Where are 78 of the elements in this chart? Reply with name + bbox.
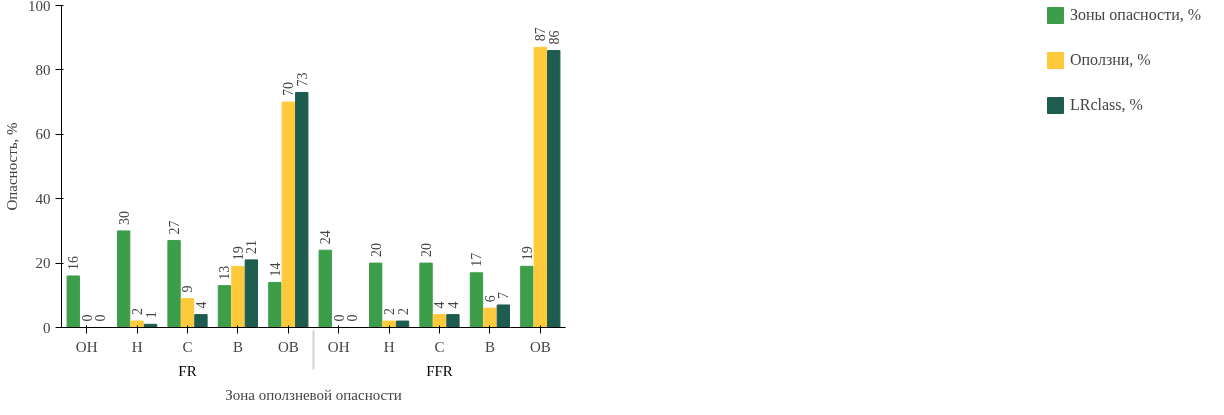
data-label: 70 — [281, 82, 297, 97]
bar — [66, 275, 80, 328]
legend-label: LRclass, % — [1070, 96, 1144, 114]
data-label: 17 — [469, 252, 485, 267]
y-axis-title: Опасность, % — [4, 122, 20, 211]
x-tick-label: С — [182, 338, 193, 355]
y-tick-label: 100 — [28, 0, 51, 14]
data-label: 7 — [496, 291, 512, 299]
bar — [231, 265, 245, 328]
x-axis-title: Зона оползневой опасности — [225, 386, 402, 403]
data-label: 0 — [93, 314, 109, 322]
legend-label: Оползни, % — [1070, 51, 1152, 69]
bar — [446, 314, 460, 328]
bar — [116, 230, 131, 328]
data-label: 21 — [244, 239, 260, 254]
y-tick-label: 60 — [35, 126, 51, 143]
data-label: 13 — [217, 265, 233, 280]
bar — [382, 320, 396, 328]
bar — [268, 281, 282, 328]
data-label: 4 — [432, 301, 448, 309]
bar — [547, 50, 561, 328]
x-tick-label: В — [232, 338, 243, 355]
data-label: 2 — [130, 308, 146, 316]
bar — [244, 259, 259, 328]
bar — [318, 249, 332, 328]
data-label: 4 — [445, 301, 461, 309]
data-label: 73 — [294, 72, 310, 87]
bar — [217, 285, 232, 328]
y-tick-label: 0 — [43, 319, 51, 336]
data-label: 1 — [143, 311, 159, 319]
data-label: 27 — [167, 220, 183, 235]
y-tick-label: 20 — [35, 255, 51, 272]
data-label: 9 — [180, 285, 196, 293]
bar — [419, 262, 433, 328]
y-tick-label: 40 — [35, 190, 51, 207]
data-label: 20 — [368, 243, 384, 258]
data-label: 0 — [345, 314, 361, 322]
data-label: 87 — [533, 27, 549, 42]
data-label: 86 — [546, 30, 562, 45]
data-label: 14 — [267, 262, 283, 277]
bar — [194, 314, 208, 328]
x-tick-label: ОВ — [277, 338, 299, 355]
bar — [295, 91, 309, 328]
x-tick-label: ОН — [75, 338, 98, 355]
data-label: 4 — [193, 301, 209, 309]
bar — [483, 307, 497, 328]
data-label: 0 — [79, 314, 95, 322]
text: FR — [178, 362, 197, 379]
bar — [130, 320, 144, 328]
data-label: 19 — [519, 246, 535, 261]
bar — [368, 262, 383, 328]
text: FFR — [426, 362, 453, 379]
data-label: 24 — [318, 230, 334, 245]
data-label: 6 — [482, 295, 498, 303]
bar — [496, 304, 511, 328]
data-label: 19 — [230, 246, 246, 261]
bar — [180, 298, 195, 328]
x-tick-label: Н — [383, 338, 395, 355]
bar — [520, 265, 534, 328]
data-label: 2 — [382, 308, 398, 316]
data-label: 16 — [66, 255, 82, 270]
bar — [432, 314, 447, 328]
bar — [395, 320, 410, 328]
bar — [533, 46, 547, 328]
x-tick-label: В — [484, 338, 495, 355]
bar — [167, 240, 181, 328]
x-tick-label: Н — [131, 338, 143, 355]
data-label: 2 — [395, 308, 411, 316]
x-tick-label: С — [434, 338, 445, 355]
data-label: 20 — [419, 243, 435, 258]
legend-label: Зоны опасности, % — [1070, 6, 1203, 24]
bar — [281, 101, 295, 328]
x-tick-label: ОН — [327, 338, 350, 355]
data-label: 30 — [116, 210, 132, 225]
x-tick-label: ОВ — [529, 338, 551, 355]
y-tick-label: 80 — [35, 61, 51, 78]
data-label: 0 — [331, 314, 347, 322]
bar — [469, 272, 484, 328]
